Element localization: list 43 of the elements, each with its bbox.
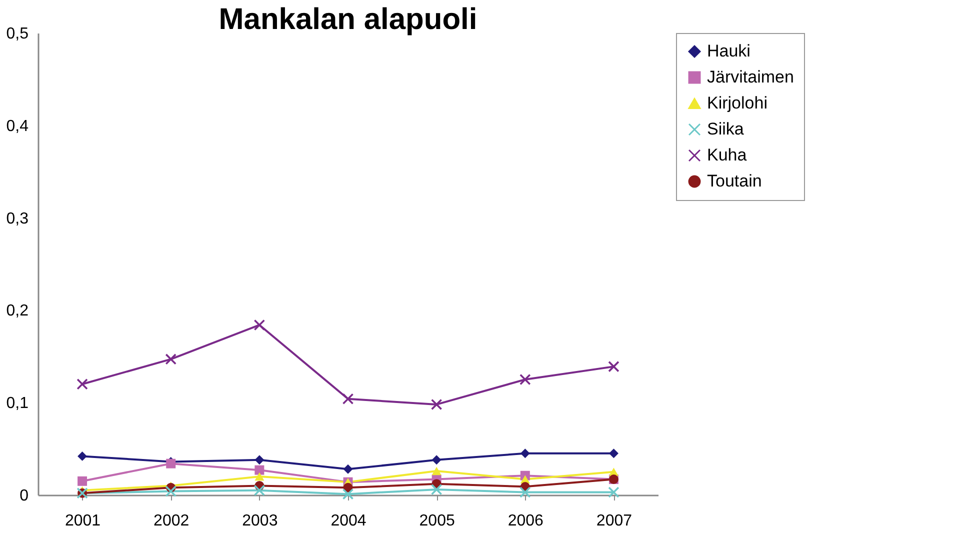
legend-label: Kirjolohi	[707, 94, 768, 112]
point	[432, 455, 442, 465]
point	[608, 448, 618, 458]
point	[78, 451, 88, 461]
x-tick-label: 2006	[508, 512, 544, 530]
legend-label: Hauki	[707, 42, 750, 60]
point	[254, 484, 266, 496]
legend-label: Kuha	[707, 146, 748, 164]
point	[343, 464, 353, 474]
x-tick-label: 2007	[596, 512, 632, 530]
point	[165, 486, 176, 497]
point	[254, 465, 264, 475]
y-tick-label: 0,3	[6, 210, 29, 228]
point	[254, 455, 264, 465]
point	[254, 472, 264, 481]
point	[342, 393, 354, 405]
y-tick-label: 0,2	[6, 302, 29, 320]
legend-label: Toutain	[707, 172, 762, 190]
point	[520, 374, 531, 386]
point	[254, 319, 266, 331]
point	[342, 488, 354, 500]
point	[432, 466, 442, 476]
x-tick-label: 2005	[419, 512, 455, 530]
chart-title: Mankalan alapuoli	[218, 3, 478, 36]
y-tick-label: 0,1	[6, 395, 29, 412]
y-tick-label: 0,5	[6, 26, 29, 42]
x-tick-label: 2004	[330, 512, 366, 530]
x-tick-label: 2002	[154, 512, 190, 530]
point	[165, 354, 176, 365]
y-tick-label: 0,4	[6, 118, 29, 135]
point	[430, 398, 442, 410]
point	[608, 360, 620, 372]
legend-label: Siika	[707, 120, 744, 138]
point	[520, 448, 530, 458]
point	[430, 484, 442, 496]
point	[608, 486, 620, 498]
legend-label: Järvitaimen	[707, 68, 794, 86]
x-tick-label: 2003	[242, 512, 278, 530]
point	[76, 378, 88, 390]
point	[520, 486, 531, 498]
y-tick-label: 0	[20, 488, 29, 504]
x-tick-label: 2001	[64, 512, 101, 530]
point	[78, 476, 88, 486]
